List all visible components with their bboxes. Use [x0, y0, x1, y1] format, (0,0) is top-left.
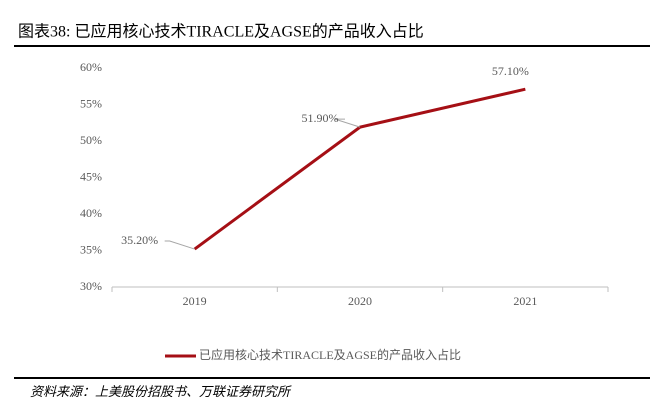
x-tick-label: 2020 [348, 294, 372, 308]
y-tick-label: 30% [80, 279, 102, 293]
data-label: 57.10% [492, 64, 529, 78]
y-tick-label: 50% [80, 133, 102, 147]
legend-label: 已应用核心技术TIRACLE及AGSE的产品收入占比 [199, 347, 461, 362]
y-tick-label: 60% [80, 60, 102, 74]
x-tick-label: 2019 [183, 294, 207, 308]
leader-line [334, 118, 361, 128]
chart-title: 图表38: 已应用核心技术TIRACLE及AGSE的产品收入占比 [18, 22, 424, 41]
y-tick-label: 40% [80, 206, 102, 220]
line [193, 87, 526, 251]
data-label: 35.20% [121, 233, 158, 247]
leader-line [164, 240, 195, 250]
data-label: 51.90% [302, 111, 339, 125]
y-tick-label: 35% [80, 242, 102, 256]
source: 资料来源：上美股份招股书、万联证券研究所 [30, 384, 292, 399]
y-tick-label: 45% [80, 169, 102, 183]
y-tick-label: 55% [80, 96, 102, 110]
x-tick-label: 2021 [513, 294, 537, 308]
